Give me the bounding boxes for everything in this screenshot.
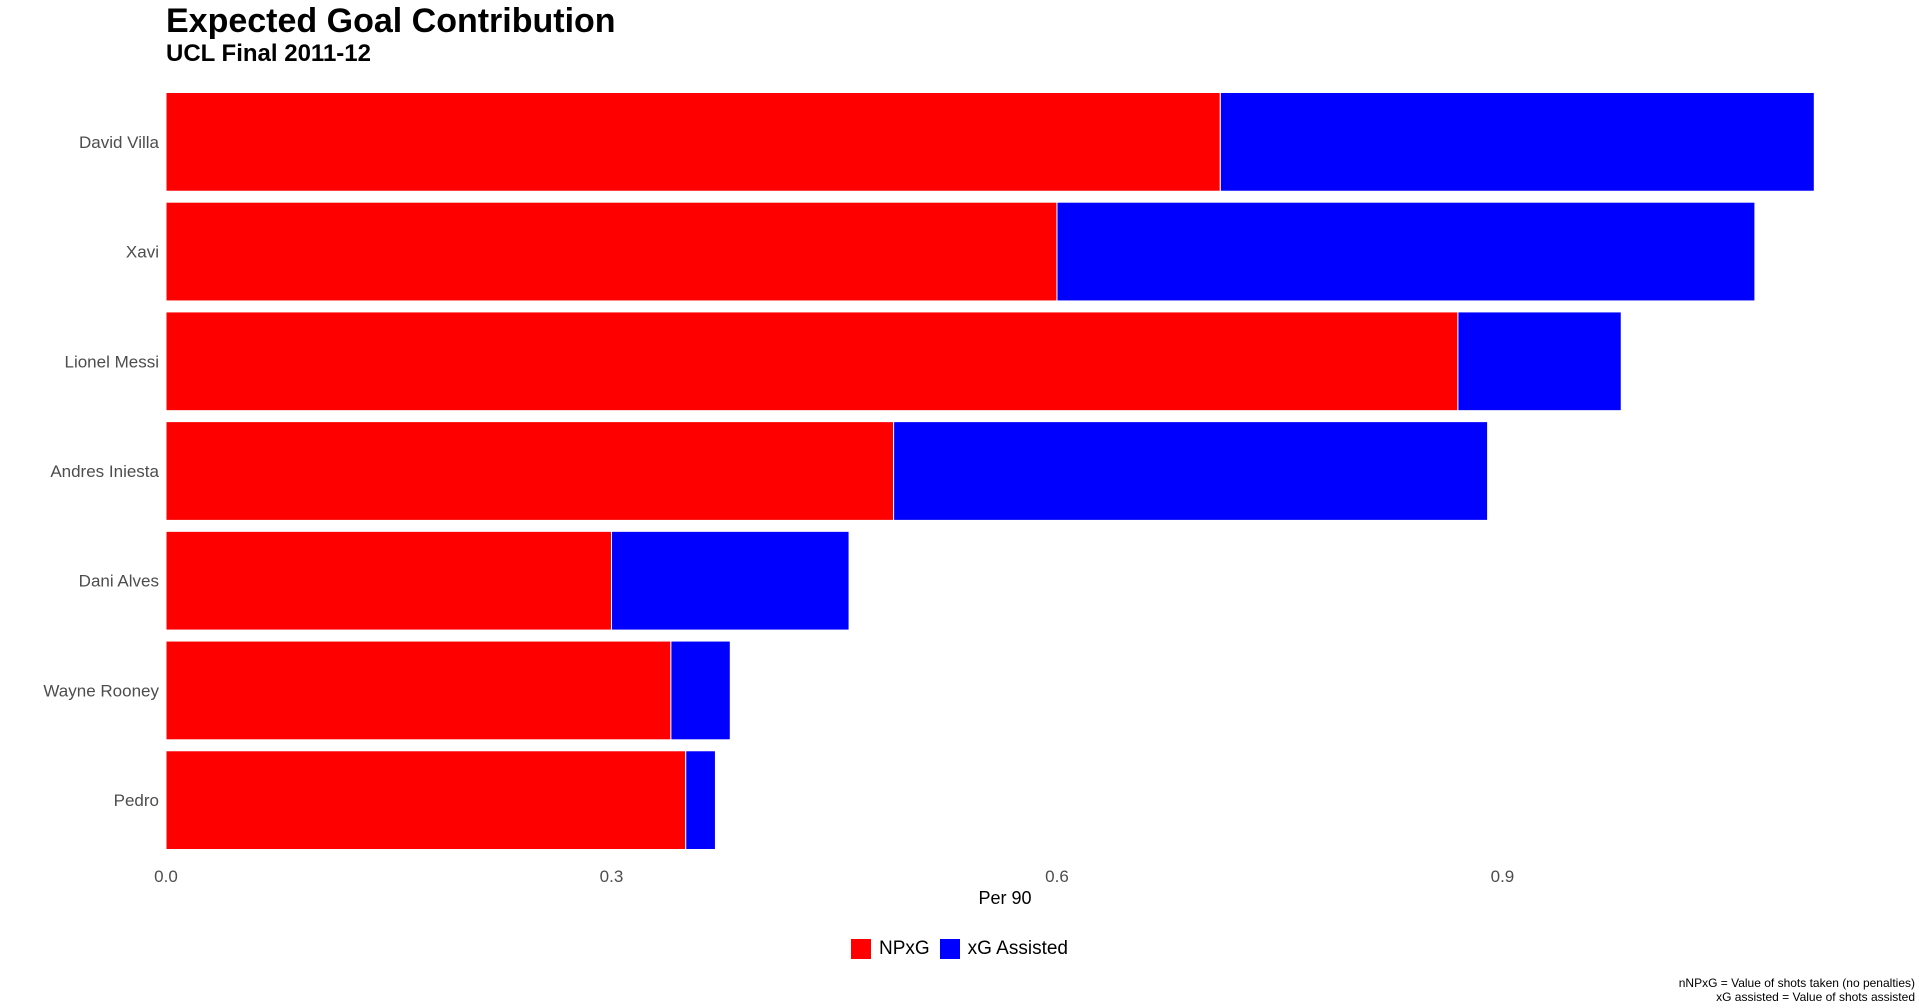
caption: nNPxG = Value of shots taken (no penalti…	[1679, 976, 1915, 1004]
caption-line-1: nNPxG = Value of shots taken (no penalti…	[1678, 976, 1915, 990]
bar-xg-assisted-dani-alves	[610, 530, 850, 631]
bar-npxg-wayne-rooney	[165, 640, 672, 741]
bar-xg-assisted-wayne-rooney	[670, 640, 731, 741]
legend-swatch-xg-assisted	[939, 939, 960, 959]
legend: NPxG xG Assisted	[0, 938, 1919, 960]
legend-swatch-npxg	[850, 939, 871, 959]
bar-xg-assisted-lionel-messi	[1457, 311, 1622, 412]
caption-line-2: xG assisted = Value of shots assisted	[1716, 990, 1915, 1004]
x-tick-label: 0.0	[154, 867, 178, 886]
bar-npxg-andres-iniesta	[165, 421, 895, 521]
y-tick-label-andres-iniesta: Andres Iniesta	[50, 462, 159, 481]
y-tick-label-lionel-messi: Lionel Messi	[65, 352, 160, 371]
y-tick-label-wayne-rooney: Wayne Rooney	[43, 681, 159, 700]
legend-label-xg-assisted: xG Assisted	[967, 938, 1068, 959]
bar-xg-assisted-pedro	[685, 750, 716, 851]
bar-xg-assisted-xavi	[1056, 201, 1756, 302]
bar-npxg-xavi	[165, 201, 1058, 302]
legend-label-npxg: NPxG	[878, 938, 930, 959]
x-tick-label: 0.3	[600, 867, 624, 886]
bar-npxg-lionel-messi	[165, 311, 1459, 412]
y-tick-label-xavi: Xavi	[126, 243, 159, 262]
bar-npxg-pedro	[165, 750, 687, 851]
bar-xg-assisted-andres-iniesta	[893, 421, 1489, 521]
bar-npxg-dani-alves	[165, 530, 612, 631]
legend-item-npxg: NPxG	[850, 938, 930, 960]
bar-npxg-david-villa	[165, 91, 1221, 192]
y-tick-label-david-villa: David Villa	[79, 133, 160, 152]
x-tick-label: 0.9	[1491, 867, 1515, 886]
chart-title: Expected Goal Contribution	[166, 2, 616, 40]
y-tick-label-dani-alves: Dani Alves	[79, 572, 159, 591]
x-axis-title: Per 90	[978, 888, 1031, 908]
bar-xg-assisted-david-villa	[1219, 91, 1815, 192]
chart-subtitle: UCL Final 2011-12	[166, 40, 371, 67]
legend-item-xg-assisted: xG Assisted	[939, 938, 1068, 960]
y-tick-label-pedro: Pedro	[114, 791, 159, 810]
x-tick-label: 0.6	[1045, 867, 1069, 886]
